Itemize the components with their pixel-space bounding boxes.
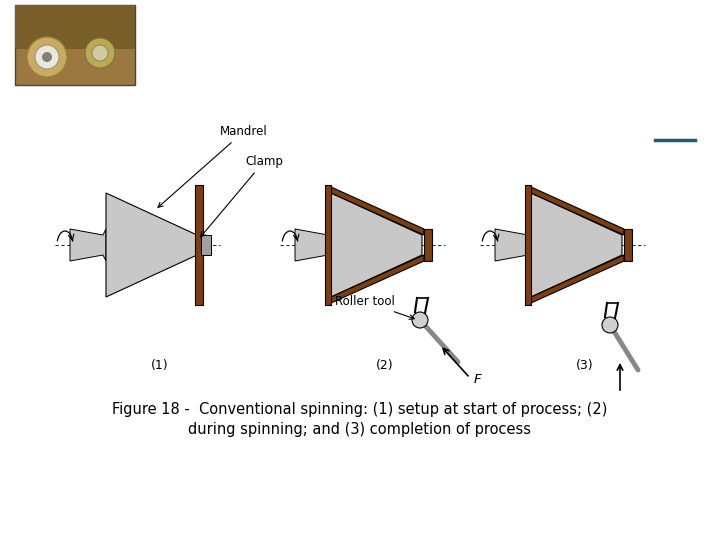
Bar	[424, 229, 432, 261]
Bar	[325, 185, 331, 305]
Text: Roller tool: Roller tool	[335, 295, 414, 319]
Polygon shape	[531, 255, 624, 303]
Polygon shape	[331, 187, 424, 235]
Bar	[525, 185, 531, 305]
Text: Figure 18 ‑  Conventional spinning: (1) setup at start of process; (2): Figure 18 ‑ Conventional spinning: (1) s…	[112, 402, 608, 417]
Bar	[15, 5, 135, 85]
Circle shape	[412, 312, 428, 328]
Circle shape	[42, 52, 52, 62]
Text: F: F	[474, 373, 482, 386]
Text: during spinning; and (3) completion of process: during spinning; and (3) completion of p…	[189, 422, 531, 437]
Polygon shape	[495, 229, 531, 261]
Circle shape	[92, 45, 108, 61]
Bar	[195, 185, 203, 305]
Text: (2): (2)	[376, 359, 394, 372]
Text: Mandrel: Mandrel	[158, 125, 268, 207]
Circle shape	[602, 317, 618, 333]
Text: (3): (3)	[576, 359, 594, 372]
Text: Clamp: Clamp	[201, 155, 283, 237]
Polygon shape	[331, 193, 422, 297]
Bar	[201, 235, 211, 255]
Polygon shape	[531, 193, 622, 297]
Polygon shape	[70, 229, 106, 261]
Polygon shape	[531, 187, 624, 235]
Text: (1): (1)	[151, 359, 168, 372]
Circle shape	[35, 45, 59, 69]
Polygon shape	[295, 229, 331, 261]
Circle shape	[85, 38, 115, 68]
Circle shape	[27, 37, 67, 77]
Polygon shape	[331, 255, 424, 303]
Bar	[624, 229, 632, 261]
Polygon shape	[106, 193, 197, 297]
Bar	[15, 5, 135, 49]
